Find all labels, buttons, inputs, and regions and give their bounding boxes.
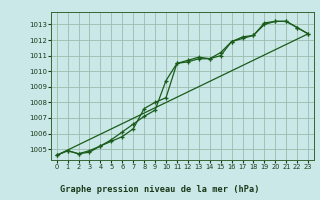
- Text: Graphe pression niveau de la mer (hPa): Graphe pression niveau de la mer (hPa): [60, 185, 260, 194]
